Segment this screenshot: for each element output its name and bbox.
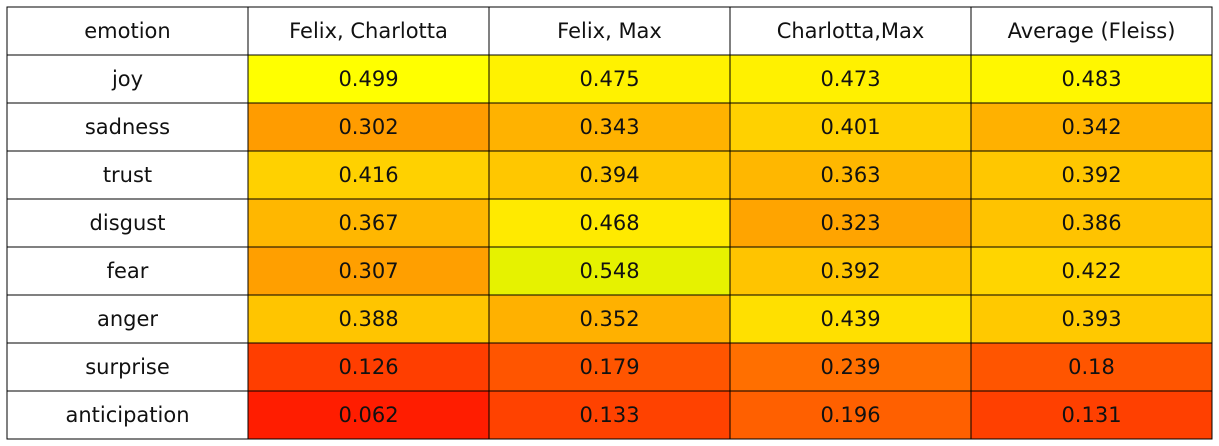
header-cell-felix-charlotta xyxy=(247,6,490,56)
value-cell-joy-average-fleiss xyxy=(970,54,1213,104)
value-cell-disgust-felix-charlotta xyxy=(247,198,490,248)
value-label-anticipation-charlotta-max: 0.196 xyxy=(820,403,880,427)
value-label-trust-felix-charlotta: 0.416 xyxy=(338,163,398,187)
emotion-label-trust: trust xyxy=(103,163,152,187)
header-label-emotion: emotion xyxy=(84,19,170,43)
header-cell-charlotta-max xyxy=(729,6,972,56)
value-label-fear-charlotta-max: 0.392 xyxy=(820,259,880,283)
value-label-surprise-charlotta-max: 0.239 xyxy=(820,355,880,379)
value-cell-surprise-charlotta-max xyxy=(729,342,972,392)
value-cell-surprise-felix-max xyxy=(488,342,731,392)
emotion-label-anticipation: anticipation xyxy=(65,403,189,427)
emotion-cell-anger xyxy=(6,294,249,344)
value-label-surprise-felix-max: 0.179 xyxy=(579,355,639,379)
value-cell-anger-average-fleiss xyxy=(970,294,1213,344)
value-label-trust-average-fleiss: 0.392 xyxy=(1061,163,1121,187)
value-label-sadness-felix-charlotta: 0.302 xyxy=(338,115,398,139)
value-cell-surprise-average-fleiss xyxy=(970,342,1213,392)
value-label-disgust-felix-charlotta: 0.367 xyxy=(338,211,398,235)
value-label-joy-average-fleiss: 0.483 xyxy=(1061,67,1121,91)
value-label-joy-felix-charlotta: 0.499 xyxy=(338,67,398,91)
header-label-felix-max: Felix, Max xyxy=(557,19,662,43)
value-cell-sadness-felix-charlotta xyxy=(247,102,490,152)
value-cell-joy-felix-max xyxy=(488,54,731,104)
value-cell-sadness-charlotta-max xyxy=(729,102,972,152)
value-label-joy-felix-max: 0.475 xyxy=(579,67,639,91)
emotion-cell-surprise xyxy=(6,342,249,392)
emotion-label-surprise: surprise xyxy=(85,355,170,379)
value-cell-disgust-average-fleiss xyxy=(970,198,1213,248)
emotion-cell-disgust xyxy=(6,198,249,248)
value-cell-trust-felix-charlotta xyxy=(247,150,490,200)
value-label-sadness-charlotta-max: 0.401 xyxy=(820,115,880,139)
value-cell-trust-felix-max xyxy=(488,150,731,200)
emotion-label-disgust: disgust xyxy=(90,211,166,235)
value-label-fear-felix-charlotta: 0.307 xyxy=(338,259,398,283)
value-cell-anticipation-felix-max xyxy=(488,390,731,440)
value-label-anger-felix-max: 0.352 xyxy=(579,307,639,331)
value-cell-trust-charlotta-max xyxy=(729,150,972,200)
header-cell-average-fleiss xyxy=(970,6,1213,56)
value-cell-anticipation-felix-charlotta xyxy=(247,390,490,440)
value-label-anger-average-fleiss: 0.393 xyxy=(1061,307,1121,331)
value-label-sadness-felix-max: 0.343 xyxy=(579,115,639,139)
value-label-sadness-average-fleiss: 0.342 xyxy=(1061,115,1121,139)
value-cell-sadness-felix-max xyxy=(488,102,731,152)
value-cell-surprise-felix-charlotta xyxy=(247,342,490,392)
value-label-anticipation-felix-charlotta: 0.062 xyxy=(338,403,398,427)
value-cell-anticipation-average-fleiss xyxy=(970,390,1213,440)
value-cell-fear-charlotta-max xyxy=(729,246,972,296)
value-label-anticipation-average-fleiss: 0.131 xyxy=(1061,403,1121,427)
emotion-cell-joy xyxy=(6,54,249,104)
value-label-fear-average-fleiss: 0.422 xyxy=(1061,259,1121,283)
value-label-surprise-felix-charlotta: 0.126 xyxy=(338,355,398,379)
value-cell-disgust-felix-max xyxy=(488,198,731,248)
header-cell-emotion xyxy=(6,6,249,56)
header-label-felix-charlotta: Felix, Charlotta xyxy=(289,19,448,43)
value-label-anticipation-felix-max: 0.133 xyxy=(579,403,639,427)
emotion-label-anger: anger xyxy=(97,307,158,331)
emotion-label-joy: joy xyxy=(111,67,143,91)
value-label-disgust-charlotta-max: 0.323 xyxy=(820,211,880,235)
value-cell-fear-felix-max xyxy=(488,246,731,296)
emotion-label-fear: fear xyxy=(107,259,149,283)
value-label-fear-felix-max: 0.548 xyxy=(579,259,639,283)
header-label-charlotta-max: Charlotta,Max xyxy=(777,19,925,43)
value-cell-fear-felix-charlotta xyxy=(247,246,490,296)
value-label-disgust-average-fleiss: 0.386 xyxy=(1061,211,1121,235)
value-label-trust-felix-max: 0.394 xyxy=(579,163,639,187)
header-label-average-fleiss: Average (Fleiss) xyxy=(1008,19,1176,43)
value-label-surprise-average-fleiss: 0.18 xyxy=(1068,355,1115,379)
value-cell-trust-average-fleiss xyxy=(970,150,1213,200)
value-label-anger-charlotta-max: 0.439 xyxy=(820,307,880,331)
table-border xyxy=(6,6,1213,440)
value-label-disgust-felix-max: 0.468 xyxy=(579,211,639,235)
emotion-label-sadness: sadness xyxy=(85,115,170,139)
value-label-anger-felix-charlotta: 0.388 xyxy=(338,307,398,331)
value-label-trust-charlotta-max: 0.363 xyxy=(820,163,880,187)
value-label-joy-charlotta-max: 0.473 xyxy=(820,67,880,91)
